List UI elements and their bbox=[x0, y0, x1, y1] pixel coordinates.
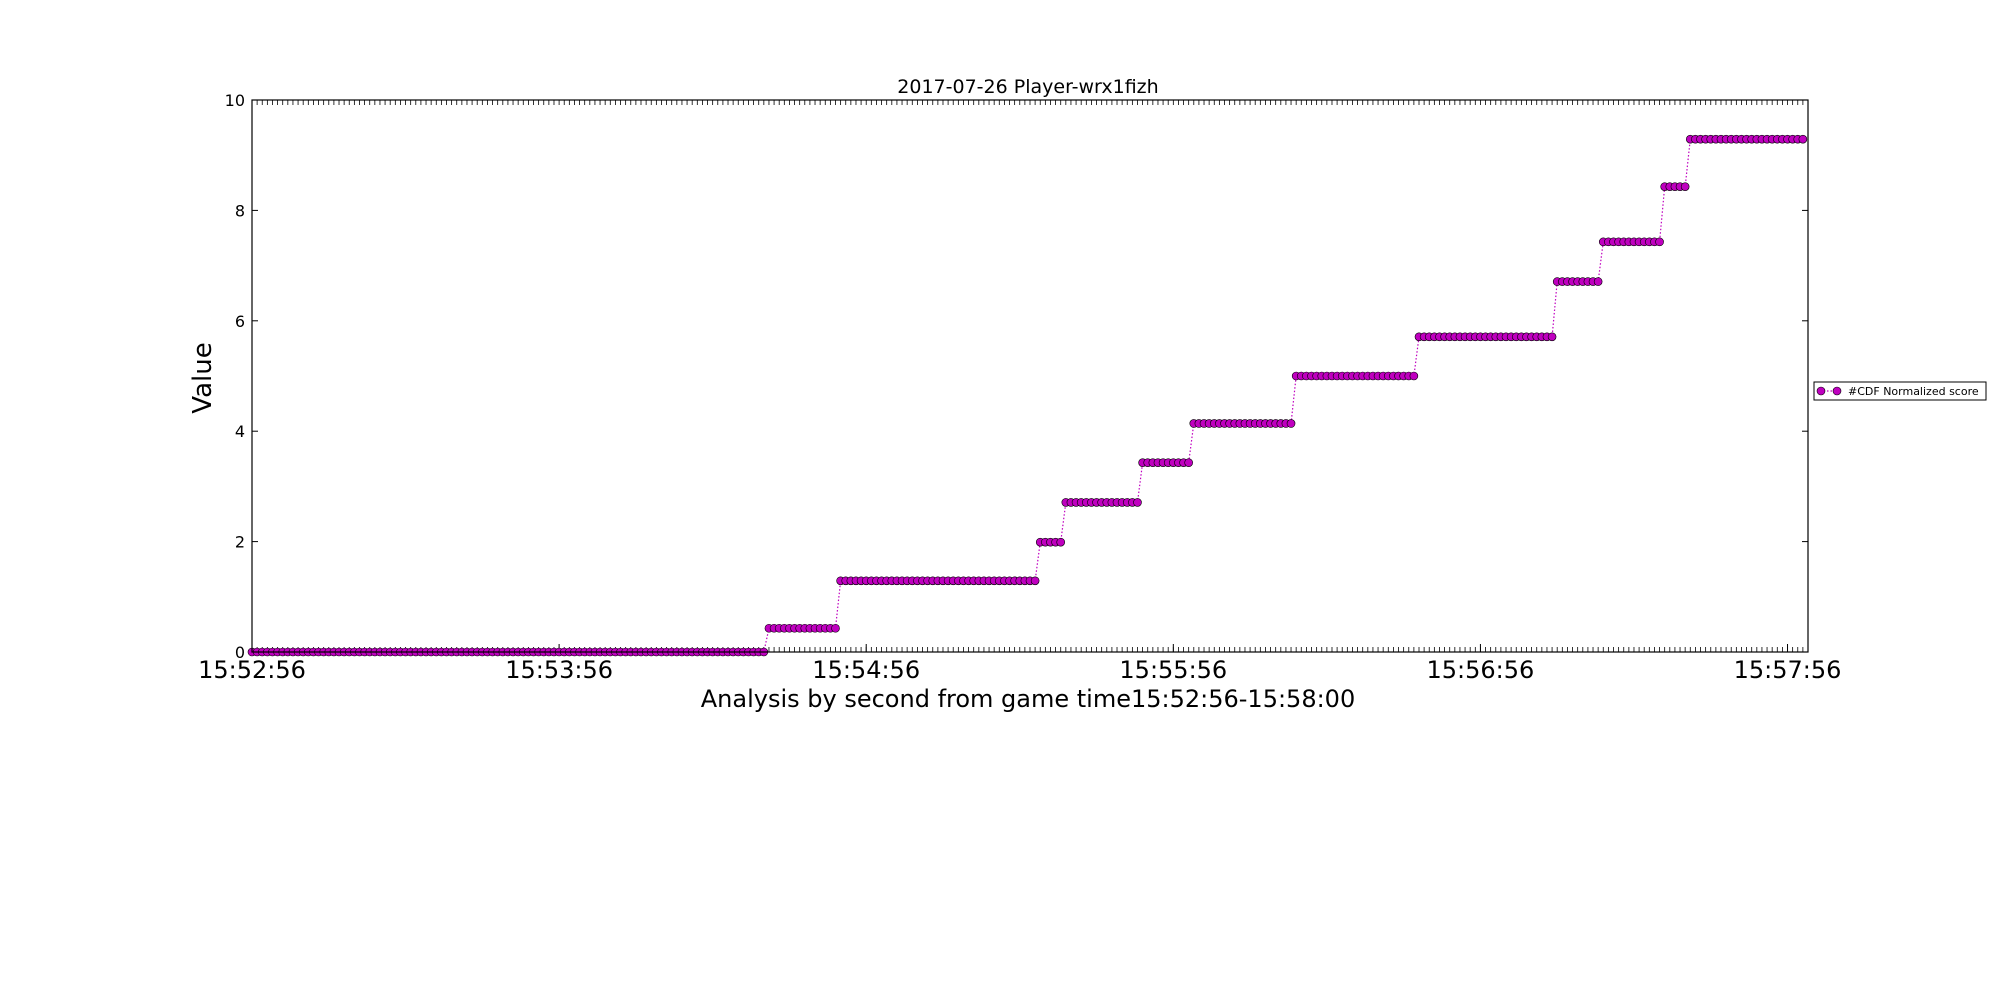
x-axis-label: Analysis by second from game time15:52:5… bbox=[701, 685, 1355, 713]
legend-label: #CDF Normalized score bbox=[1848, 385, 1979, 398]
x-tick-label: 15:53:56 bbox=[505, 656, 613, 684]
y-tick-label: 4 bbox=[235, 422, 245, 441]
plot-frame bbox=[251, 99, 1809, 653]
y-tick-label: 0 bbox=[235, 643, 245, 662]
data-point bbox=[1056, 537, 1066, 547]
y-tick-label: 10 bbox=[225, 91, 245, 110]
y-tick-label: 8 bbox=[235, 201, 245, 220]
x-tick-label: 15:52:56 bbox=[198, 656, 306, 684]
series-line bbox=[252, 138, 1803, 653]
x-tick-label: 15:56:56 bbox=[1427, 656, 1535, 684]
data-point bbox=[1030, 576, 1040, 586]
data-point bbox=[1133, 498, 1142, 507]
data-point bbox=[1286, 419, 1296, 428]
data-point bbox=[1409, 371, 1419, 381]
data-point bbox=[1798, 134, 1808, 144]
x-tick-label: 15:57:56 bbox=[1734, 656, 1842, 684]
x-tick-label: 15:54:56 bbox=[812, 656, 920, 684]
x-tick-label: 15:55:56 bbox=[1119, 656, 1227, 684]
series-layer bbox=[247, 134, 1808, 657]
data-point bbox=[1655, 237, 1664, 247]
legend: #CDF Normalized score bbox=[1813, 381, 1987, 401]
y-tick-label: 6 bbox=[235, 312, 245, 331]
data-point bbox=[1593, 277, 1603, 286]
data-point bbox=[1547, 332, 1557, 342]
y-axis-label: Value bbox=[188, 342, 218, 413]
data-point bbox=[1184, 458, 1193, 467]
legend-marker bbox=[1816, 386, 1826, 396]
legend-box bbox=[1813, 381, 1987, 401]
y-tick-label: 2 bbox=[235, 533, 245, 552]
data-point bbox=[831, 623, 840, 633]
legend-marker bbox=[1832, 386, 1842, 396]
data-point bbox=[1680, 182, 1690, 191]
axis-ticks: 0 2 4 6 8 10 15:52:56 15:53:56 15:54:56 15:55:56 1… bbox=[198, 91, 1841, 684]
chart-title: 2017-07-26 Player-wrx1fizh bbox=[897, 76, 1158, 98]
